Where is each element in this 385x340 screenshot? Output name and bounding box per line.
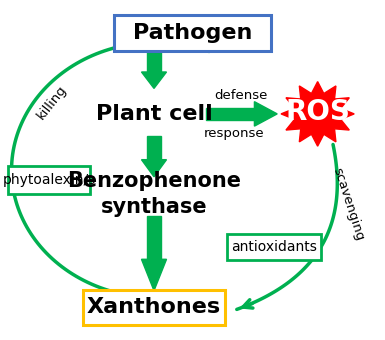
FancyBboxPatch shape <box>8 166 90 194</box>
Text: Pathogen: Pathogen <box>133 23 252 43</box>
Text: defense: defense <box>214 89 267 102</box>
Polygon shape <box>142 259 166 291</box>
Text: killing: killing <box>35 82 69 122</box>
Polygon shape <box>281 82 354 146</box>
Text: Xanthones: Xanthones <box>87 298 221 317</box>
Text: phytoalexin/s: phytoalexin/s <box>3 173 96 187</box>
Polygon shape <box>147 49 161 72</box>
Polygon shape <box>147 216 161 259</box>
Text: response: response <box>204 128 264 140</box>
Polygon shape <box>142 160 166 177</box>
Text: scavenging: scavenging <box>330 166 367 242</box>
Polygon shape <box>254 102 277 126</box>
FancyBboxPatch shape <box>83 290 225 325</box>
Polygon shape <box>206 107 254 120</box>
Text: antioxidants: antioxidants <box>231 240 318 254</box>
Polygon shape <box>147 136 161 160</box>
Text: Benzophenone
synthase: Benzophenone synthase <box>67 171 241 217</box>
Text: Plant cell: Plant cell <box>95 104 213 124</box>
Polygon shape <box>142 72 166 88</box>
Text: ROS: ROS <box>285 98 350 126</box>
FancyBboxPatch shape <box>114 15 271 51</box>
FancyBboxPatch shape <box>227 234 321 260</box>
